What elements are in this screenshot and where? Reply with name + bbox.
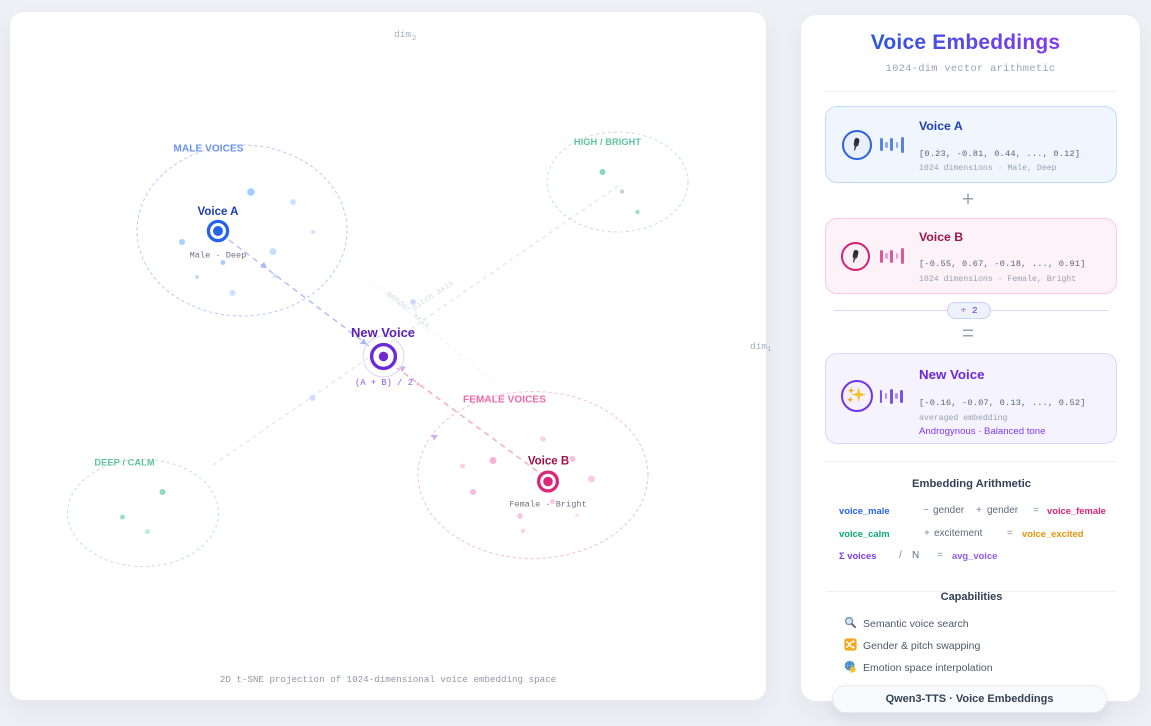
svg-text:dim: dim xyxy=(394,29,411,40)
svg-text:(A + B) / 2: (A + B) / 2 xyxy=(355,378,413,388)
svg-text:pitch axis: pitch axis xyxy=(411,279,456,313)
svg-text:Male · Deep: Male · Deep xyxy=(190,251,247,261)
svg-text:2D t-SNE projection of 1024-di: 2D t-SNE projection of 1024-dimensional … xyxy=(220,674,556,685)
svg-text:HIGH / BRIGHT: HIGH / BRIGHT xyxy=(574,137,641,147)
svg-text:Voice A: Voice A xyxy=(198,206,239,218)
svg-text:New Voice: New Voice xyxy=(351,325,415,340)
svg-text:MALE VOICES: MALE VOICES xyxy=(174,144,244,155)
svg-text:2: 2 xyxy=(412,35,416,43)
svg-text:FEMALE VOICES: FEMALE VOICES xyxy=(463,395,546,406)
svg-text:Female · Bright: Female · Bright xyxy=(509,500,586,510)
svg-text:Voice B: Voice B xyxy=(528,456,569,468)
svg-text:DEEP / CALM: DEEP / CALM xyxy=(94,458,154,468)
